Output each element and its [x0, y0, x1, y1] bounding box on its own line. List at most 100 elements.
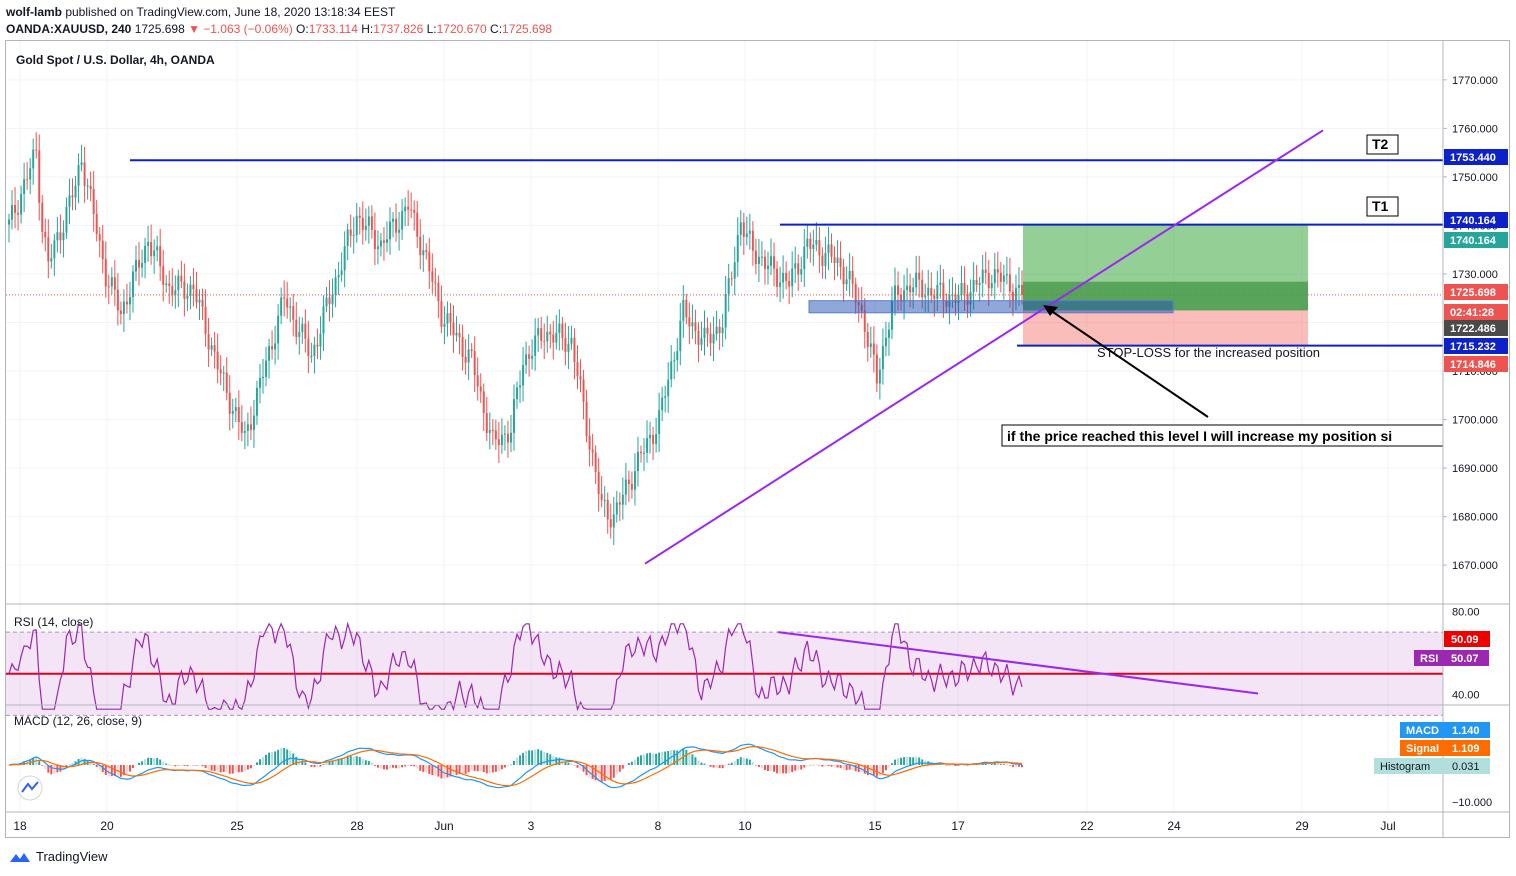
candle	[839, 241, 842, 280]
candle	[815, 222, 818, 252]
candle-body	[379, 240, 382, 247]
histogram-bar	[476, 765, 479, 772]
histogram-bar	[739, 757, 742, 765]
histogram-bar	[627, 762, 630, 765]
candle	[283, 280, 286, 317]
candle	[570, 325, 573, 350]
candle-body	[972, 279, 975, 292]
candle-body	[128, 297, 131, 305]
candle-body	[295, 319, 298, 338]
candle	[621, 477, 624, 520]
histogram-bar	[389, 765, 391, 769]
drawings[interactable]: T2 T1 STOP-LOSS for the increased position…	[6, 129, 1444, 565]
candle	[627, 470, 630, 502]
histogram-bar	[503, 765, 506, 768]
candle-body	[730, 278, 733, 280]
candle	[322, 295, 325, 352]
candle-body	[863, 310, 866, 332]
candle	[582, 369, 585, 420]
candle-body	[246, 424, 249, 431]
candle	[168, 270, 171, 304]
candle-body	[159, 246, 162, 267]
candle-body	[376, 246, 379, 250]
histogram-bar	[422, 765, 425, 772]
candle	[59, 214, 62, 254]
candle	[845, 266, 848, 292]
candle-body	[434, 281, 437, 283]
histogram-bar	[845, 765, 848, 771]
candle-body	[116, 289, 119, 311]
histogram-bar	[909, 757, 912, 765]
candle	[355, 202, 358, 243]
histogram-bar	[531, 750, 534, 765]
price-label-box	[1444, 284, 1508, 300]
candle	[98, 226, 101, 258]
histogram-bar	[890, 763, 893, 765]
tradingview-footer[interactable]: TradingView	[8, 849, 108, 864]
candle-body	[534, 335, 537, 356]
candle-body	[606, 499, 609, 520]
candle	[150, 224, 153, 265]
candle	[664, 385, 667, 413]
candle-body	[416, 212, 419, 237]
histogram-bar	[262, 757, 264, 765]
candle	[379, 232, 382, 257]
candle-body	[851, 271, 854, 284]
candle	[788, 270, 791, 305]
candle	[125, 283, 128, 314]
candle	[310, 342, 313, 363]
candle-body	[352, 234, 355, 236]
candle	[183, 263, 186, 317]
candle-body	[694, 322, 697, 331]
publish-info: wolf-lamb published on TradingView.com, …	[6, 5, 395, 19]
author-name[interactable]: wolf-lamb	[6, 5, 62, 19]
candle-body	[473, 351, 476, 376]
histogram-bar	[174, 765, 177, 767]
histogram-bar	[68, 764, 71, 766]
candle-body	[198, 299, 201, 303]
candle	[588, 418, 591, 467]
candle	[685, 293, 688, 325]
stop-zone	[1023, 310, 1308, 346]
histogram-bar	[491, 765, 494, 773]
candle-body	[243, 430, 246, 433]
histogram-bar	[730, 762, 733, 765]
candle-body	[757, 256, 760, 265]
candle	[382, 227, 385, 261]
candle-body	[591, 449, 594, 453]
candle-body	[113, 277, 116, 290]
candle	[875, 344, 878, 393]
candle-body	[213, 345, 216, 352]
candle-body	[513, 399, 515, 433]
candle	[162, 249, 165, 302]
histogram-bar	[249, 765, 252, 769]
candle	[180, 260, 183, 289]
histogram-bar	[413, 765, 416, 767]
candle-body	[271, 346, 274, 350]
price-label: 02:41:28	[1450, 307, 1494, 319]
candle-body	[897, 285, 900, 295]
candle	[742, 212, 745, 255]
histogram-bar	[231, 765, 234, 774]
candle-body	[688, 317, 691, 327]
candle	[231, 398, 234, 429]
candle-body	[83, 162, 86, 186]
candle-body	[482, 391, 485, 414]
candle	[503, 425, 506, 451]
candle	[295, 301, 298, 345]
candle	[252, 399, 255, 448]
candle-body	[53, 240, 56, 259]
candle	[47, 219, 50, 279]
histogram-bar	[854, 765, 857, 772]
histogram-bar	[340, 758, 343, 765]
candle	[467, 334, 470, 381]
candle-body	[736, 234, 739, 263]
histogram-bar	[144, 759, 147, 765]
histogram-bar	[376, 765, 379, 768]
candle-body	[389, 221, 391, 240]
candle	[292, 293, 295, 337]
histogram-bar	[703, 763, 706, 765]
histogram-bar	[900, 757, 903, 765]
candle-body	[594, 452, 597, 472]
